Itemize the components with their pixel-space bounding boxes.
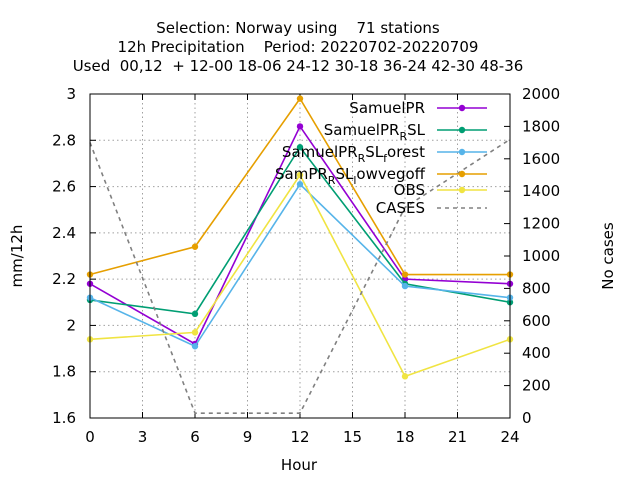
data-point [191,343,199,350]
title-line-3: Used 00,12 + 12-00 18-06 24-12 30-18 36-… [73,57,524,75]
title-line-2: 12h Precipitation Period: 20220702-20220… [118,38,479,56]
x-tick-label: 6 [190,428,200,446]
legend-swatch-marker [458,104,466,112]
y2-tick-label: 1400 [522,182,560,200]
x-tick-label: 18 [395,428,414,446]
x-tick-label: 24 [500,428,519,446]
legend-entry-1: SamuelPRRSL [324,121,487,143]
x-axis-label: Hour [281,456,318,474]
x-tick-label: 21 [448,428,467,446]
series-3 [86,95,514,278]
data-point [296,144,304,151]
y2-tick-label: 200 [522,377,551,395]
y-tick-label: 2.4 [52,224,76,242]
legend: SamuelPR SamuelPRRSLSamuelPRRSLforestSamP… [275,99,487,217]
data-point [296,95,304,102]
y2-tick-label: 600 [522,312,551,330]
y2-tick-label: 1200 [522,215,560,233]
y-tick-label: 3 [66,85,76,103]
plot-frame [89,93,511,419]
y2-axis-ticks: 0 200 400 600 800 1000 1200 1400 1600 1800 2000 [504,85,560,427]
y-tick-label: 2.2 [52,270,76,288]
y-tick-label: 2.6 [52,178,76,196]
data-point [401,373,409,380]
y-tick-label: 2 [66,316,76,334]
legend-entry-0: SamuelPR [349,99,487,117]
data-point [296,171,304,179]
legend-label: OBS [394,181,425,199]
title-line-1: Selection: Norway using 71 stations [156,19,440,37]
legend-swatch-marker [458,170,466,178]
x-tick-label: 12 [290,428,309,446]
y-tick-label: 1.8 [52,363,76,381]
x-tick-label: 0 [85,428,95,446]
data-point [401,282,409,290]
legend-label: SamPRRSLlowvegoff [275,165,426,187]
legend-label: CASES [376,199,425,217]
y2-tick-label: 1000 [522,247,560,265]
y2-tick-label: 0 [522,409,532,427]
y2-tick-label: 800 [522,279,551,297]
legend-label: SamuelPRRSL [324,121,426,143]
series-5 [89,138,511,414]
legend-entry-4: OBS [394,181,487,199]
y-axis-ticks: 1.6 1.8 2 2.2 2.4 2.6 2.8 3 [52,85,96,427]
legend-entry-3: SamPRRSLlowvegoff [275,165,487,187]
series-layer [86,95,514,414]
y2-tick-label: 1600 [522,150,560,168]
legend-label: SamuelPR [349,99,425,117]
y-tick-label: 2.8 [52,131,76,149]
legend-entry-2: SamuelPRRSLforest [282,143,487,165]
data-point [296,123,304,130]
data-point [191,310,199,318]
data-point [191,243,199,250]
legend-swatch-marker [458,186,466,194]
legend-label: SamuelPRRSLforest [282,143,425,165]
legend-swatch-marker [458,148,466,156]
y2-tick-label: 1800 [522,117,560,135]
chart-title: Selection: Norway using 71 stations 12h … [73,19,524,75]
data-point [401,271,409,278]
data-point [191,329,199,336]
data-point [296,181,304,188]
y-axis-label: mm/12h [8,225,26,288]
legend-entry-5: CASES [376,199,487,217]
x-tick-label: 3 [138,428,148,446]
series-2 [86,181,514,350]
x-tick-label: 9 [243,428,253,446]
x-tick-label: 15 [343,428,362,446]
series-line [89,138,511,414]
y2-axis-label: No cases [599,222,617,290]
legend-swatch-marker [458,126,466,134]
y2-tick-label: 400 [522,344,551,362]
y-tick-label: 1.6 [52,409,76,427]
y2-tick-label: 2000 [522,85,560,103]
